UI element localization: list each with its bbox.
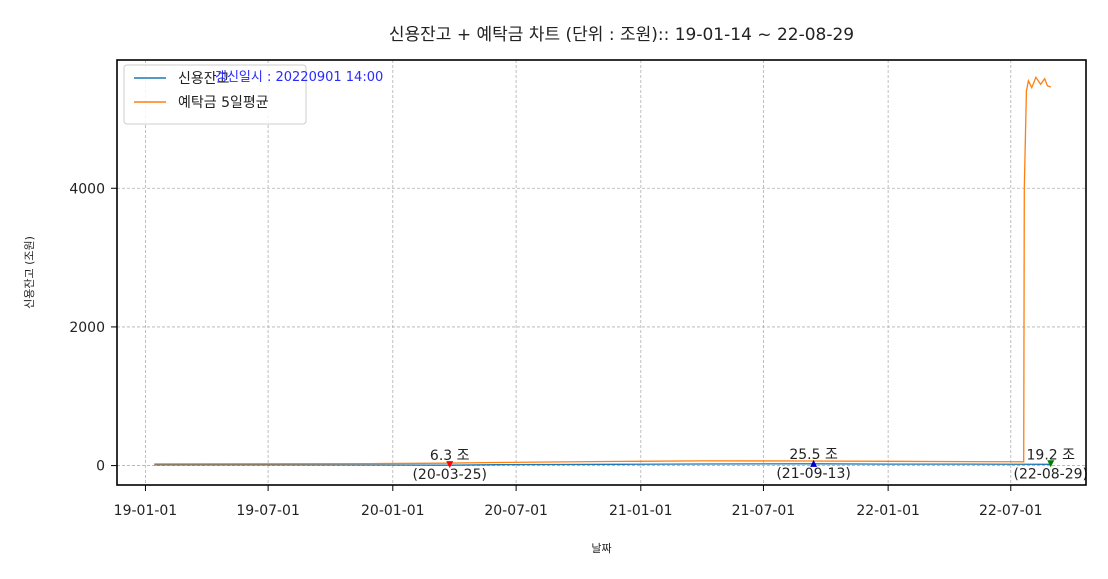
y-axis-label: 신용잔고 (조원): [23, 236, 36, 309]
y-tick-label: 4000: [69, 181, 105, 197]
annotation-value-label: 19.2 조: [1027, 447, 1076, 463]
annotation-marker: [446, 461, 454, 469]
updated-timestamp: 갱신일시 : 20220901 14:00: [215, 70, 383, 85]
annotation-date-label: (22-08-29): [1014, 466, 1088, 482]
x-tick-label: 21-07-01: [732, 503, 796, 519]
legend-label: 예탁금 5일평균: [178, 95, 269, 111]
x-axis-label: 날짜: [591, 542, 611, 555]
x-tick-label: 20-07-01: [484, 503, 548, 519]
annotation-marker: [1047, 460, 1055, 468]
x-tick-label: 22-07-01: [979, 503, 1043, 519]
x-tick-label: 22-01-01: [856, 503, 920, 519]
x-tick-label: 19-07-01: [236, 503, 300, 519]
series-line: [154, 75, 1052, 465]
annotation-value-label: 6.3 조: [430, 448, 470, 464]
y-tick-label: 0: [96, 459, 105, 475]
y-tick-label: 2000: [69, 320, 105, 336]
annotation-marker: [810, 459, 818, 467]
annotation-value-label: 25.5 조: [789, 447, 838, 463]
annotation-date-label: (21-09-13): [776, 466, 850, 482]
legend-label: 신용잔고: [178, 71, 230, 87]
chart-title: 신용잔고 + 예탁금 차트 (단위 : 조원):: 19-01-14 ~ 22-…: [389, 25, 854, 45]
x-tick-label: 19-01-01: [114, 503, 178, 519]
legend-box: [123, 64, 307, 125]
series-line: [154, 463, 1051, 466]
x-tick-label: 20-01-01: [361, 503, 425, 519]
x-tick-label: 21-01-01: [609, 503, 673, 519]
plot-frame: [116, 59, 1087, 486]
annotation-date-label: (20-03-25): [412, 467, 486, 483]
